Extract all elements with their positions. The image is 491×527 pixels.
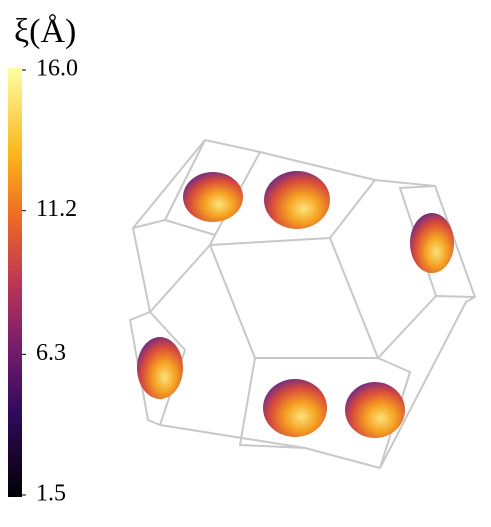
pocket	[137, 337, 183, 399]
colorbar-tick-label: 16.0	[36, 56, 78, 82]
pocket	[410, 213, 454, 273]
pocket	[345, 382, 405, 438]
colorbar-tick-label: 11.2	[36, 196, 77, 222]
pocket	[264, 171, 330, 229]
pocket	[263, 379, 327, 437]
colorbar-tick-label: 6.3	[36, 340, 66, 366]
pocket	[183, 172, 243, 222]
colorbar	[8, 68, 22, 497]
fermi-pockets	[137, 171, 454, 438]
colorbar-label: ξ(Å)	[14, 13, 76, 50]
colorbar-tick-label: 1.5	[36, 481, 66, 507]
